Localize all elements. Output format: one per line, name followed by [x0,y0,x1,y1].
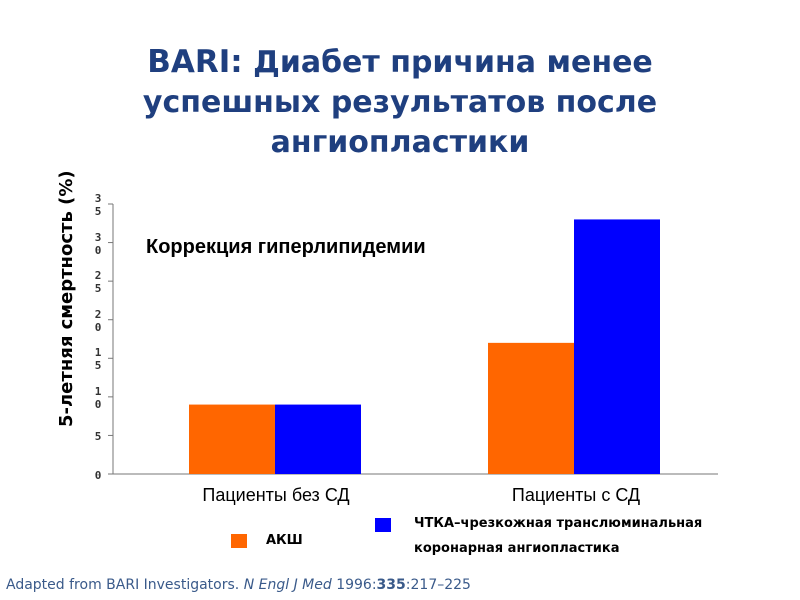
title-line-3: ангиопластики [270,125,530,160]
y-tick-label: 30 [94,230,102,257]
y-tick-label: 25 [94,269,102,296]
bar-ptca-diabetes [574,219,660,474]
category-label-diabetes: Пациенты с СД [511,485,641,505]
title-brand: BARI: [147,44,243,80]
title-line-1-rest: Диабет причина менее [253,45,653,80]
legend-swatch-cabg [231,534,247,548]
bar-ptca-no-diabetes [275,404,361,474]
y-tick-label: 35 [94,192,102,218]
source-year: 1996: [336,577,377,593]
chart-title: BARI: Диабет причина менее успешных резу… [60,42,740,163]
legend-label-ptca-line-2: коронарная ангиопластика [414,541,620,556]
y-tick-label: 10 [94,384,102,411]
source-pages: :217–225 [405,577,471,593]
y-tick-label: 5 [94,429,102,443]
bar-cabg-no-diabetes [189,404,275,474]
title-line-1: BARI: Диабет причина менее [60,42,740,83]
source-journal: N Engl J Med [243,577,332,593]
y-tick-label: 20 [94,307,102,334]
source-prefix: Adapted from BARI Investigators. [6,577,240,593]
legend-label-ptca-line-1: ЧТКА–чрезкожная транслюминальная [414,516,703,531]
source-volume: 335 [376,577,406,593]
y-tick-label: 15 [94,346,102,373]
source-citation: Adapted from BARI Investigators. N Engl … [6,577,471,593]
category-label-no-diabetes: Пациенты без СД [202,485,350,505]
title-line-2: успешных результатов после [142,85,658,120]
legend-swatch-ptca [375,518,391,532]
y-tick-label: 0 [94,468,102,482]
bar-cabg-diabetes [488,342,574,474]
legend-label-cabg: АКШ [266,533,303,548]
chart-annotation: Коррекция гиперлипидемии [146,236,426,258]
